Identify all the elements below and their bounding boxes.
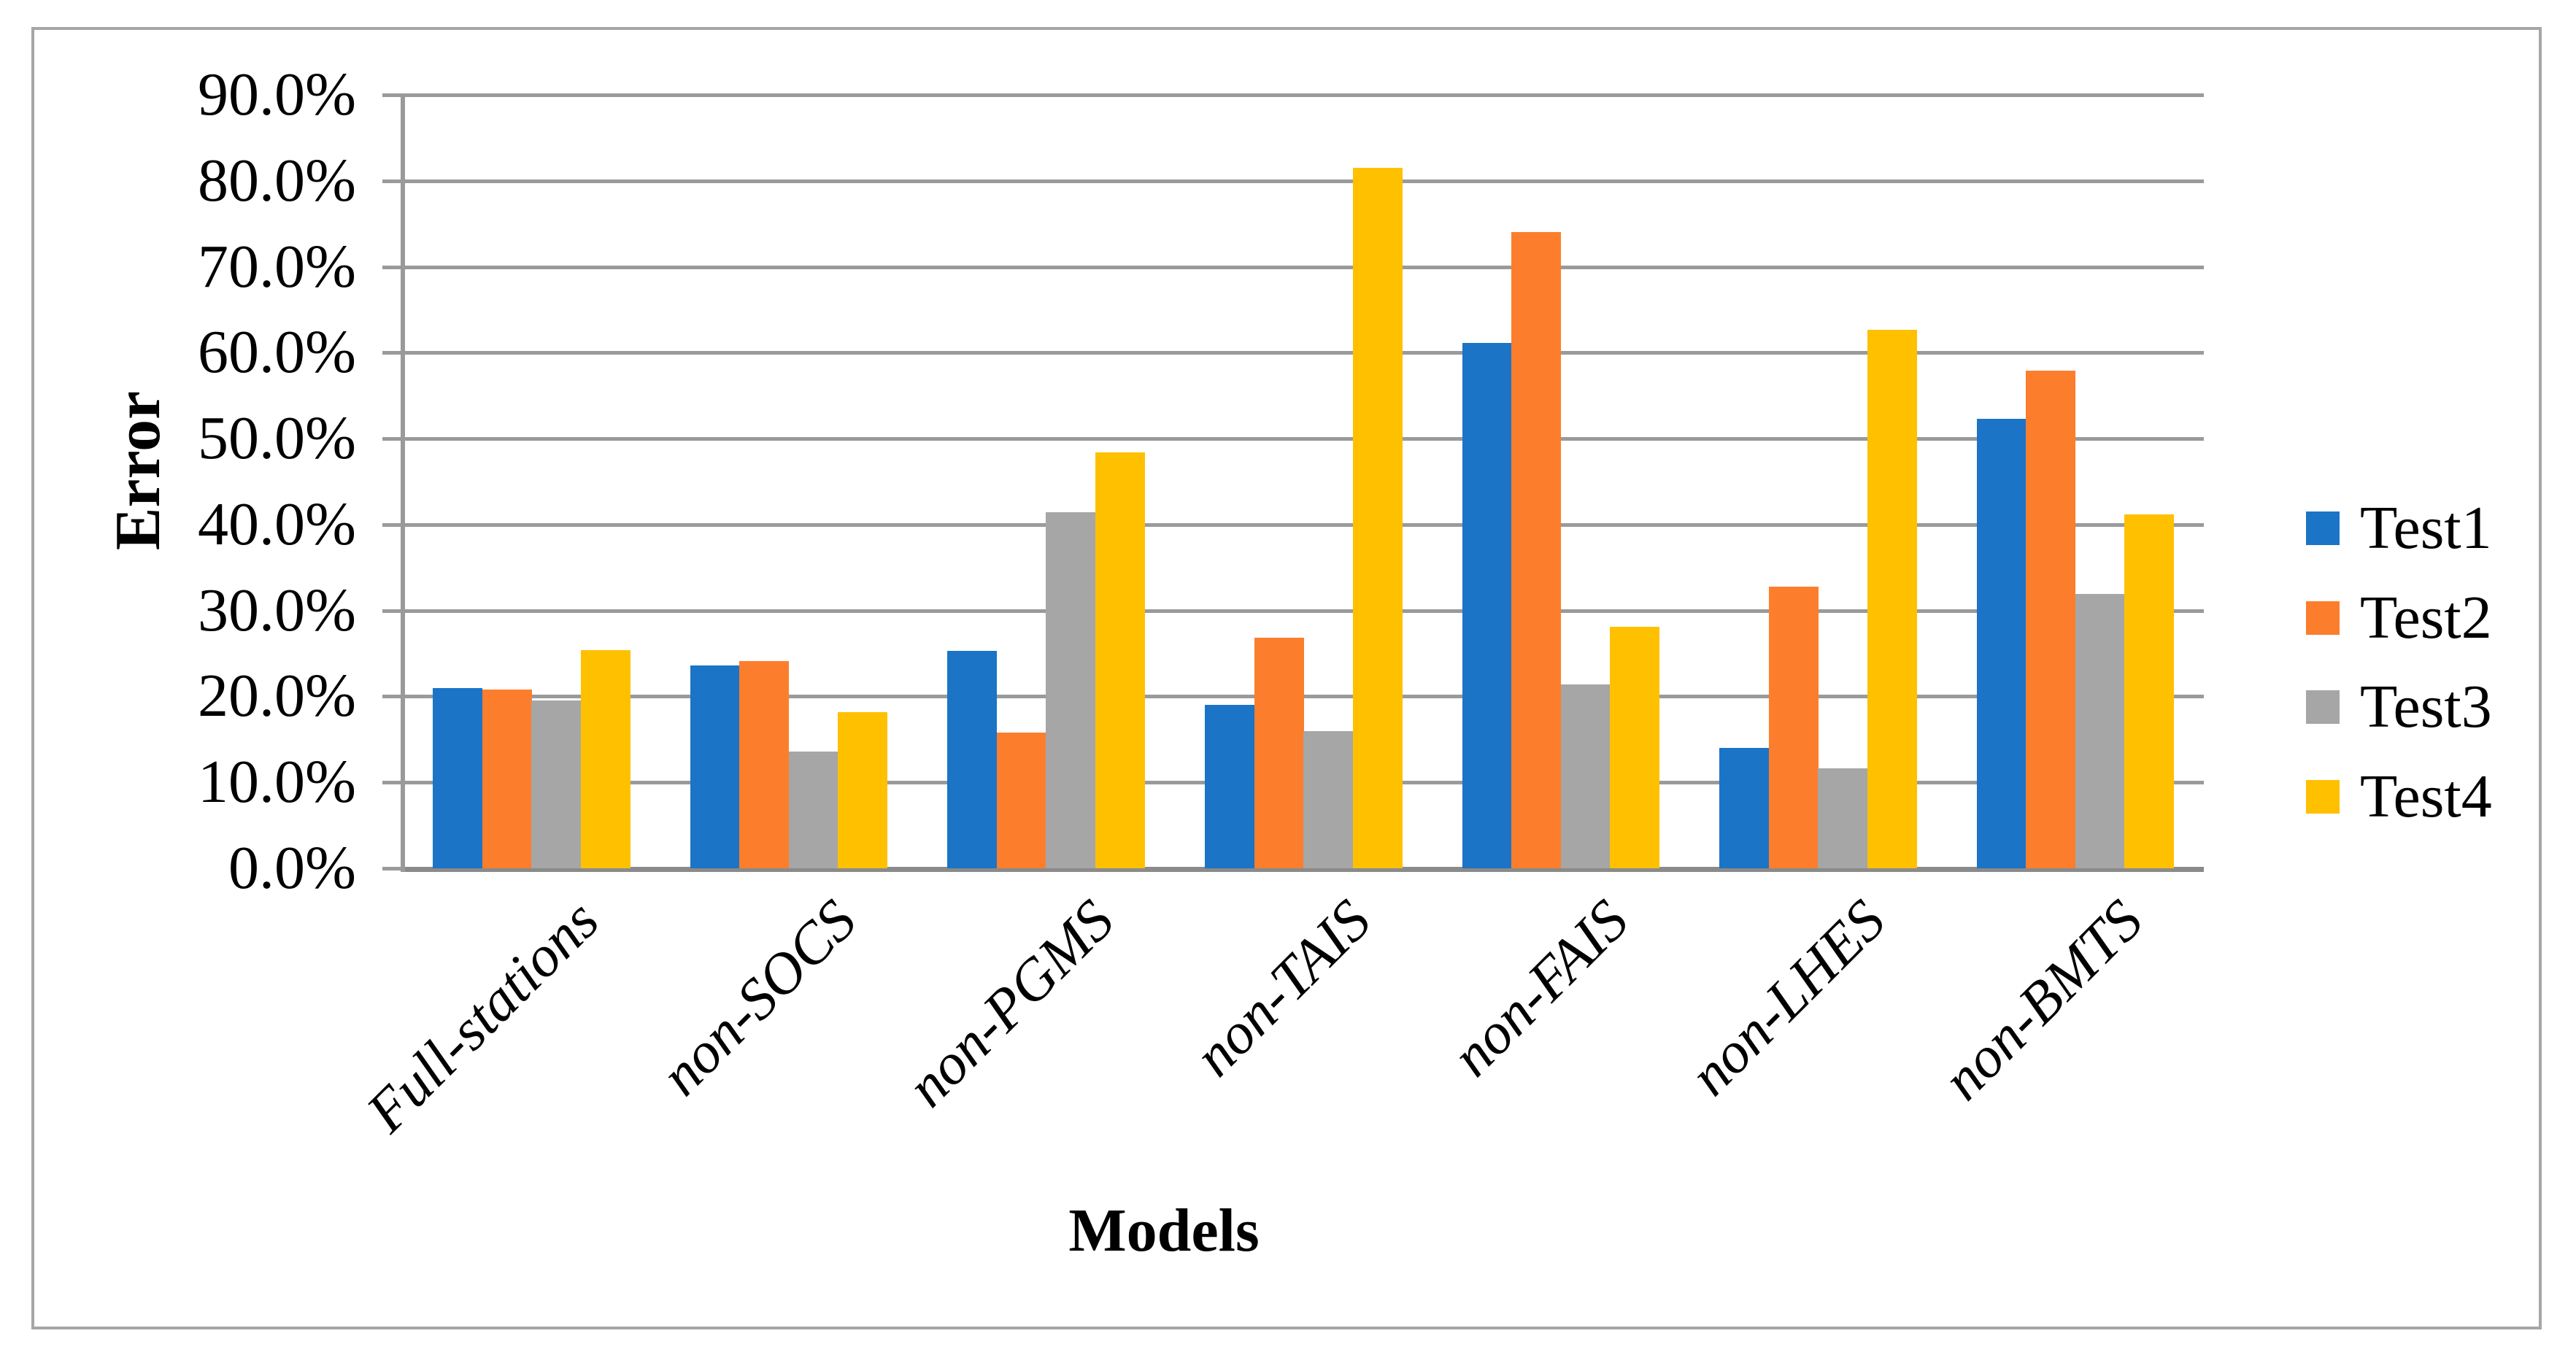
bar-test3-non-fais [1561,684,1611,868]
legend-item-test1: Test1 [2306,498,2492,559]
y-axis-tick [382,867,403,870]
legend-item-test4: Test4 [2306,766,2492,827]
bar-test1-non-tais [1205,705,1254,868]
y-axis-tick [382,351,403,355]
bar-test2-non-bmts [2026,371,2075,868]
bar-test2-non-tais [1254,638,1304,868]
bar-test3-non-pgms [1046,512,1095,868]
bar-test4-non-pgms [1095,452,1145,868]
y-tick-label: 20.0% [198,662,356,730]
legend-item-test3: Test3 [2306,676,2492,738]
y-axis-title: Error [103,390,174,551]
bar-test2-non-lhes [1769,587,1819,868]
legend-swatch-test2 [2306,601,2340,635]
bar-test1-non-lhes [1719,748,1769,868]
legend-swatch-test3 [2306,690,2340,724]
y-tick-label: 30.0% [198,576,356,644]
bar-test4-non-socs [838,712,887,868]
y-tick-label: 90.0% [198,61,356,128]
y-axis-tick [382,437,403,441]
bar-test1-full-stations [433,688,482,868]
bar-test4-non-lhes [1867,330,1917,868]
bar-test1-non-pgms [947,651,997,868]
bar-test3-non-bmts [2075,594,2125,868]
y-axis-line [401,93,405,872]
bar-test2-non-socs [739,661,789,868]
legend-item-test2: Test2 [2306,587,2492,649]
y-tick-label: 40.0% [198,490,356,558]
legend-label: Test1 [2360,494,2492,562]
bar-test2-non-fais [1511,232,1561,868]
y-axis-tick [382,609,403,613]
y-tick-label: 80.0% [198,147,356,215]
bar-test4-full-stations [581,650,630,868]
y-gridline [403,609,2204,613]
y-tick-label: 60.0% [198,318,356,386]
y-axis-tick [382,93,403,97]
y-gridline [403,351,2204,355]
legend-label: Test3 [2360,673,2492,741]
x-axis-title: Models [1068,1197,1260,1265]
bar-test1-non-socs [690,665,740,868]
bar-test4-non-tais [1353,168,1403,868]
legend-label: Test4 [2360,763,2492,830]
bar-test2-non-pgms [997,733,1046,868]
bar-test3-non-lhes [1818,768,1867,868]
bar-test4-non-fais [1610,627,1659,868]
y-tick-label: 10.0% [198,748,356,816]
y-axis-tick [382,266,403,269]
y-tick-label: 70.0% [198,233,356,301]
y-axis-tick [382,695,403,698]
y-gridline [403,437,2204,441]
y-gridline [403,523,2204,527]
y-tick-label: 50.0% [198,404,356,472]
bar-test2-full-stations [482,690,532,868]
bar-test3-non-tais [1303,731,1353,868]
legend-label: Test2 [2360,584,2492,652]
x-axis-baseline [403,867,2204,872]
y-axis-tick [382,781,403,784]
legend-swatch-test1 [2306,511,2340,545]
y-gridline [403,266,2204,269]
bar-test4-non-bmts [2124,514,2174,868]
y-gridline [403,93,2204,97]
y-axis-tick [382,523,403,527]
bar-test3-non-socs [789,752,838,868]
bar-test1-non-fais [1462,343,1512,868]
legend-swatch-test4 [2306,780,2340,814]
bar-test1-non-bmts [1977,419,2027,868]
y-tick-label: 0.0% [228,834,356,902]
y-axis-tick [382,179,403,183]
bar-test3-full-stations [531,700,581,868]
y-gridline [403,179,2204,183]
